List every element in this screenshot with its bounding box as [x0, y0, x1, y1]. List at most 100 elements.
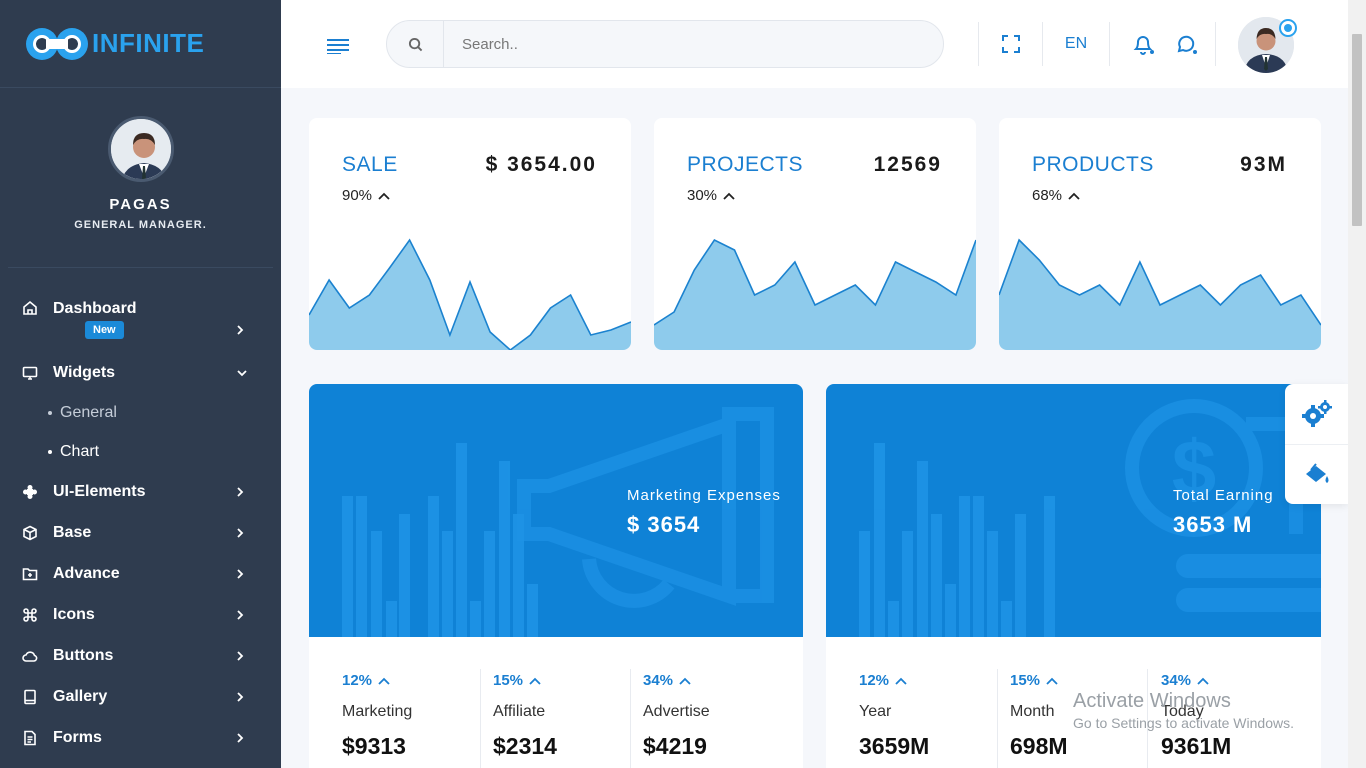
- sidebar-item-ui-elements[interactable]: UI-Elements: [0, 471, 281, 512]
- subitem-label: Chart: [60, 442, 100, 460]
- sidebar-menu: Dashboard New Widgets General Chart: [0, 290, 281, 758]
- page-scrollbar[interactable]: [1348, 0, 1366, 768]
- chevron-up-icon: [1068, 192, 1080, 200]
- chevron-up-icon: [1197, 677, 1209, 685]
- chevron-up-icon: [1046, 677, 1058, 685]
- chevron-right-icon: [237, 732, 244, 743]
- logo[interactable]: INFINITE: [0, 0, 281, 88]
- stat-card-projects: PROJECTS 12569 30%: [654, 118, 976, 350]
- stat-change-value: 30%: [687, 187, 718, 204]
- card-banner: $ Total Earning 3653 M: [826, 384, 1321, 637]
- cloud-icon: [22, 648, 38, 664]
- chevron-right-icon: [237, 325, 244, 335]
- stat-value: $ 3654.00: [485, 153, 597, 176]
- stat-card-sale: SALE $ 3654.00 90%: [309, 118, 631, 350]
- mini-change-value: 12%: [859, 672, 890, 689]
- sidebar-item-forms[interactable]: Forms: [0, 717, 281, 758]
- sidebar-subitem-general[interactable]: General: [48, 393, 281, 432]
- color-picker-button[interactable]: [1285, 444, 1348, 504]
- mini-value: 9361M: [1161, 733, 1232, 759]
- subitem-label: General: [60, 403, 117, 421]
- mini-change: 12%: [342, 672, 412, 689]
- chevron-right-icon: [237, 568, 244, 579]
- mini-stat-month: 15% Month 698M: [1010, 672, 1068, 760]
- puzzle-icon: [22, 484, 38, 500]
- folder-plus-icon: [22, 566, 38, 582]
- sidebar-item-label: Widgets: [53, 363, 116, 381]
- avatar[interactable]: [107, 116, 174, 182]
- stat-change: 30%: [687, 187, 735, 204]
- chevron-up-icon: [895, 677, 907, 685]
- svg-text:$: $: [1172, 424, 1217, 513]
- mini-change: 15%: [493, 672, 557, 689]
- mini-change-value: 15%: [493, 672, 524, 689]
- marketing-expenses-card: Marketing Expenses $ 3654 12% Marketing …: [309, 384, 803, 768]
- chevron-up-icon: [378, 677, 390, 685]
- divider: [630, 669, 631, 768]
- mini-stat-marketing: 12% Marketing $9313: [342, 672, 412, 760]
- sidebar-item-widgets[interactable]: Widgets: [0, 352, 281, 393]
- sidebar-item-label: Dashboard: [53, 300, 137, 317]
- mini-change-value: 15%: [1010, 672, 1041, 689]
- mini-change: 15%: [1010, 672, 1068, 689]
- bullet-icon: [48, 449, 52, 454]
- dollar-coin-icon: $: [859, 399, 1321, 637]
- settings-button[interactable]: [1285, 384, 1348, 444]
- mini-label: Month: [1010, 703, 1055, 720]
- sidebar-item-buttons[interactable]: Buttons: [0, 635, 281, 676]
- chevron-up-icon: [378, 192, 390, 200]
- windows-activation-watermark: Activate Windows Go to Settings to activ…: [1073, 690, 1294, 731]
- search-button[interactable]: [387, 20, 444, 68]
- messages-button[interactable]: [1174, 30, 1198, 58]
- megaphone-icon: [342, 407, 774, 637]
- divider: [1147, 669, 1148, 768]
- language-selector[interactable]: EN: [1064, 35, 1088, 52]
- divider: [1042, 22, 1043, 66]
- search-input[interactable]: [444, 35, 924, 53]
- divider: [978, 22, 979, 66]
- chevron-right-icon: [237, 527, 244, 538]
- scrollbar-thumb[interactable]: [1352, 34, 1362, 226]
- profile-role: GENERAL MANAGER.: [74, 219, 207, 231]
- sparkline-line: [999, 238, 1321, 326]
- watermark-title: Activate Windows: [1073, 690, 1231, 712]
- mini-value: $4219: [643, 733, 707, 759]
- sidebar-subitem-chart[interactable]: Chart: [48, 432, 281, 471]
- sidebar-item-label: Forms: [53, 728, 102, 746]
- profile-name: PAGAS: [109, 196, 172, 213]
- sidebar-item-gallery[interactable]: Gallery: [0, 676, 281, 717]
- sparkline-area: [654, 240, 976, 350]
- sidebar-item-advance[interactable]: Advance: [0, 553, 281, 594]
- sale-sparkline-chart: [309, 238, 631, 350]
- sidebar-item-dashboard[interactable]: Dashboard New: [0, 290, 281, 352]
- chevron-right-icon: [237, 609, 244, 620]
- notifications-button[interactable]: [1131, 30, 1155, 58]
- paint-bucket-icon: [1305, 462, 1328, 483]
- stat-title: PRODUCTS: [1032, 153, 1154, 176]
- sidebar-item-base[interactable]: Base: [0, 512, 281, 553]
- sidebar-item-label: UI-Elements: [53, 482, 146, 500]
- menu-toggle-icon[interactable]: [327, 38, 349, 54]
- divider: [480, 669, 481, 768]
- infinity-logo-icon: [26, 27, 88, 60]
- home-icon: [22, 300, 38, 316]
- stat-value: 12569: [873, 153, 942, 176]
- sidebar-item-label: Advance: [53, 564, 120, 582]
- stat-change-value: 90%: [342, 187, 373, 204]
- user-profile: PAGAS GENERAL MANAGER.: [8, 88, 273, 268]
- mini-change: 34%: [1161, 672, 1231, 689]
- mini-stat-today: 34% Today 9361M: [1161, 672, 1231, 760]
- stat-change: 68%: [1032, 187, 1080, 204]
- stat-card-products: PRODUCTS 93M 68%: [999, 118, 1321, 350]
- sidebar-item-icons[interactable]: Icons: [0, 594, 281, 635]
- fullscreen-button[interactable]: [999, 30, 1023, 58]
- card-value: 3653 M: [1173, 512, 1253, 537]
- total-earning-card: $ Total Earning 3653 M 12% Year 3659M 15…: [826, 384, 1321, 768]
- chevron-up-icon: [679, 677, 691, 685]
- chevron-up-icon: [529, 677, 541, 685]
- card-label: Total Earning: [1173, 487, 1274, 504]
- stat-change-value: 68%: [1032, 187, 1063, 204]
- gears-icon: [1301, 400, 1332, 427]
- widgets-submenu: General Chart: [0, 393, 281, 471]
- mini-value: 3659M: [859, 733, 930, 759]
